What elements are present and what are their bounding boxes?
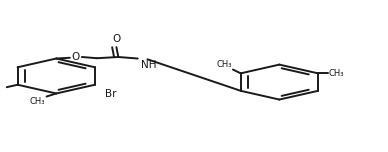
Text: CH₃: CH₃ — [30, 97, 45, 106]
Text: CH₃: CH₃ — [217, 60, 232, 69]
Text: O: O — [71, 52, 80, 62]
Text: NH: NH — [141, 60, 156, 70]
Text: O: O — [112, 34, 121, 44]
Text: Br: Br — [105, 89, 116, 98]
Text: CH₃: CH₃ — [329, 69, 344, 78]
